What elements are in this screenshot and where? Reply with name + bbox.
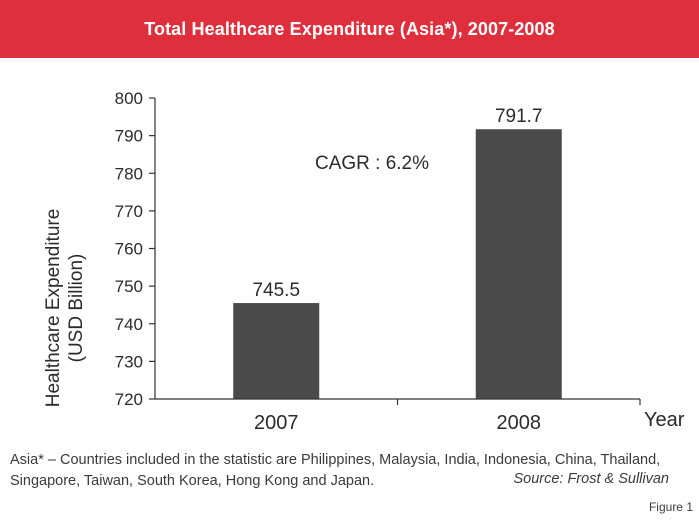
x-tick-label-2007: 2007 [254, 412, 299, 434]
y-axis-title: Healthcare Expenditure [43, 209, 64, 408]
y-axis-label: Healthcare Expenditure (USD Billion) [43, 209, 87, 408]
y-tick-label: 750 [115, 277, 143, 296]
bar-chart: Healthcare Expenditure (USD Billion) 720… [43, 89, 685, 434]
footnote: Asia* – Countries included in the statis… [10, 452, 661, 489]
y-tick-label: 800 [115, 89, 143, 108]
title-banner: Total Healthcare Expenditure (Asia*), 20… [0, 0, 699, 58]
x-axis-ticks: 2007 2008 [254, 399, 641, 434]
y-tick-label: 780 [115, 164, 143, 183]
y-tick-label: 790 [115, 127, 143, 146]
x-tick-label-2008: 2008 [497, 412, 542, 434]
y-tick-label: 720 [115, 390, 143, 409]
source-credit: Source: Frost & Sullivan [513, 471, 669, 487]
y-tick-label: 740 [115, 315, 143, 334]
figure-label: Figure 1 [648, 500, 693, 514]
bars [233, 129, 562, 399]
chart-title: Total Healthcare Expenditure (Asia*), 20… [144, 18, 555, 39]
y-axis-unit: (USD Billion) [66, 254, 87, 363]
value-labels: 745.5 791.7 [252, 106, 542, 301]
y-tick-label: 730 [115, 352, 143, 371]
y-tick-label: 760 [115, 240, 143, 259]
x-axis-title: Year [644, 409, 685, 431]
value-label-2008: 791.7 [495, 106, 543, 127]
bar-2008 [475, 129, 562, 399]
bar-2007 [233, 303, 320, 399]
y-tick-label: 770 [115, 202, 143, 221]
value-label-2007: 745.5 [252, 280, 300, 301]
y-axis-ticks: 720 730 740 750 760 770 780 790 800 [115, 89, 155, 409]
cagr-annotation: CAGR : 6.2% [315, 153, 429, 174]
